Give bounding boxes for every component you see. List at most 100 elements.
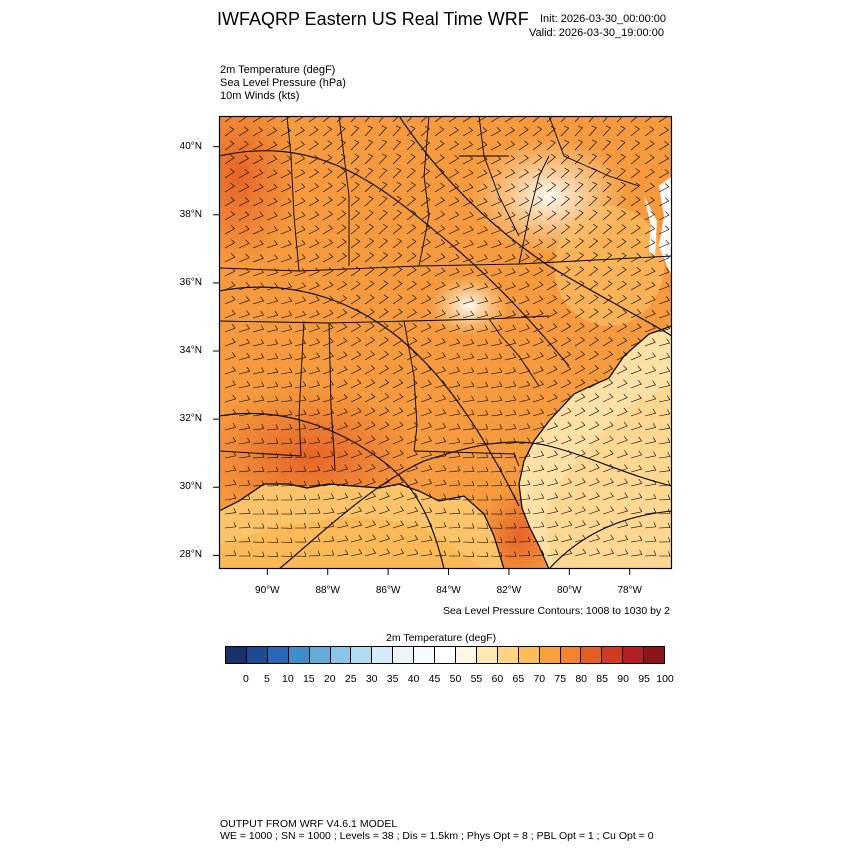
wind-barb: [224, 536, 237, 543]
wind-barb: [378, 548, 391, 557]
wind-barb: [266, 353, 279, 361]
wind-barb: [504, 480, 517, 487]
wind-barb: [420, 182, 431, 193]
wind-barb: [630, 196, 641, 207]
wind-barb: [420, 521, 433, 529]
wind-barb: [238, 183, 250, 193]
wind-barb: [476, 438, 489, 445]
wind-barb: [406, 224, 417, 235]
axis-ticks: [213, 146, 631, 575]
wind-barb: [224, 550, 237, 557]
wind-barb: [602, 322, 613, 333]
wind-barb: [490, 466, 503, 473]
wind-barb: [406, 153, 416, 165]
wind-barb: [560, 407, 572, 417]
wind-barb: [490, 480, 503, 487]
wind-barb: [336, 309, 348, 319]
wind-barb: [308, 451, 321, 459]
wind-barb: [616, 280, 627, 291]
wind-barb: [616, 506, 629, 515]
wind-barb: [378, 478, 390, 487]
wind-barb: [406, 492, 419, 501]
wind-barb: [266, 240, 278, 249]
wind-barb: [224, 338, 236, 347]
wind-barb: [588, 116, 595, 123]
wind-barb: [616, 294, 627, 305]
wind-barb: [322, 323, 334, 333]
wind-barb: [658, 508, 671, 515]
wind-barb: [574, 195, 584, 207]
wind-barb: [420, 394, 432, 403]
wind-barb: [602, 153, 612, 165]
wind-barb: [252, 268, 264, 277]
wind-barb: [560, 506, 572, 515]
wind-barb: [504, 437, 517, 445]
wind-barb: [658, 296, 670, 305]
wind-barb: [504, 126, 515, 137]
wind-barb: [518, 508, 531, 515]
wind-barb: [602, 520, 614, 529]
wind-barb: [560, 534, 573, 543]
wind-barb: [406, 520, 419, 529]
wind-barb: [308, 550, 321, 557]
wind-barb: [392, 195, 402, 207]
wind-barb: [630, 266, 642, 277]
wind-barb: [602, 449, 614, 459]
colorbar-label: 95: [638, 673, 650, 685]
wind-barb: [602, 266, 613, 277]
wind-barb: [364, 195, 374, 207]
wind-barb: [224, 352, 236, 361]
wind-barb: [532, 210, 543, 221]
wind-barb: [224, 366, 236, 375]
wind-barb: [434, 253, 446, 263]
wind-barb: [280, 282, 292, 291]
wind-barb: [532, 253, 544, 263]
wind-barb: [280, 325, 293, 333]
wind-barb: [532, 154, 543, 165]
wind-barb: [644, 210, 656, 221]
wind-barb: [294, 169, 306, 179]
wind-barb: [224, 324, 236, 333]
wind-barb: [616, 351, 628, 361]
wind-barb: [490, 141, 502, 151]
wind-barb: [476, 367, 489, 375]
wind-barb: [392, 435, 404, 445]
wind-barb: [294, 296, 306, 305]
wind-barb: [434, 295, 446, 305]
wind-barb: [462, 509, 475, 515]
wind-barb: [462, 268, 474, 277]
wind-barb: [266, 141, 278, 151]
wind-barb: [476, 282, 488, 291]
wind-barb: [434, 126, 445, 137]
wind-barb: [490, 183, 502, 193]
wind-barb: [616, 421, 628, 431]
wind-barb: [294, 381, 307, 389]
wind-barb: [420, 126, 430, 137]
wind-barb: [238, 154, 250, 165]
wind-barb: [588, 125, 597, 137]
wind-barb: [560, 492, 572, 501]
wind-barb: [630, 337, 642, 347]
wind-barb: [322, 507, 335, 515]
wind-barb: [518, 366, 531, 375]
wind-barb: [238, 310, 250, 319]
wind-barb: [280, 127, 292, 137]
wind-barb: [490, 452, 503, 459]
wind-barb: [574, 153, 584, 165]
wind-barb: [630, 140, 641, 151]
wind-barb: [238, 480, 251, 487]
wind-barb: [658, 466, 671, 473]
wind-barb: [294, 423, 307, 431]
wind-barb: [364, 167, 374, 179]
wind-barb: [350, 337, 362, 347]
wind-barb: [518, 522, 531, 529]
wind-barb: [252, 494, 265, 501]
wind-barb: [630, 464, 643, 473]
wind-barb: [308, 168, 319, 179]
wind-barb: [560, 167, 570, 179]
wind-barb: [490, 268, 502, 277]
wind-barb: [546, 252, 557, 263]
wind-barb: [336, 280, 348, 291]
wind-barb: [322, 493, 335, 501]
wind-barb: [294, 324, 307, 333]
